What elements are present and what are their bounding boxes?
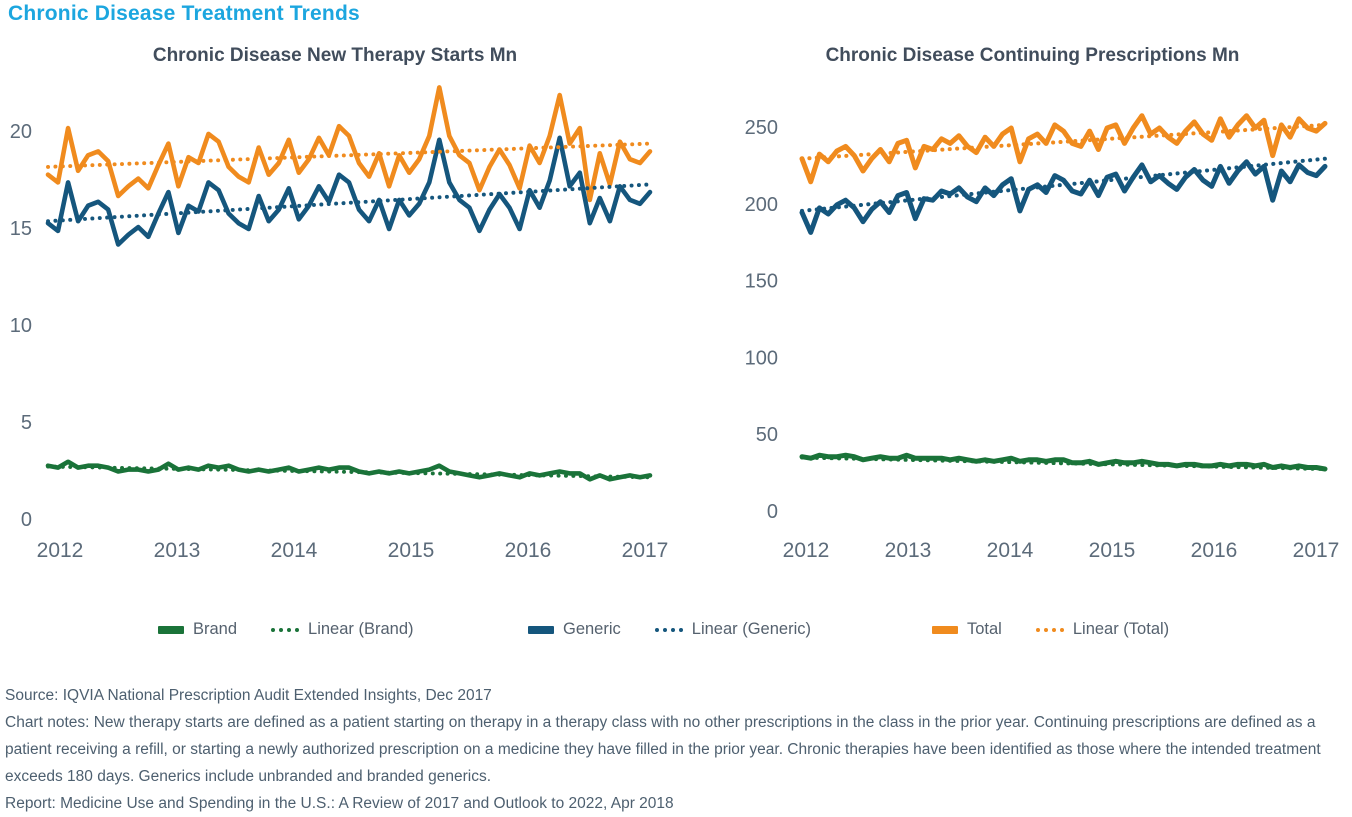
series-line-brand [45, 459, 653, 482]
legend-dotted-swatch [654, 627, 683, 632]
legend-label: Generic [563, 620, 621, 638]
x-axis-tick-label: 2012 [37, 539, 84, 562]
y-axis-tick-label: 5 [21, 412, 32, 434]
x-axis-tick-label: 2016 [505, 539, 552, 562]
report-note: Report: Medicine Use and Spending in the… [5, 795, 674, 812]
legend-dotted-swatch [1035, 627, 1064, 632]
series-line-brand [799, 452, 1328, 472]
legend-item-generic: Generic [528, 620, 621, 639]
y-axis-tick-label: 250 [745, 117, 778, 139]
legend-solid-swatch [932, 625, 958, 634]
y-axis-tick-label: 0 [21, 509, 32, 531]
chart-notes: Chart notes: New therapy starts are defi… [5, 714, 1321, 785]
x-axis-tick-label: 2015 [1089, 539, 1136, 562]
y-axis-tick-label: 150 [745, 271, 778, 293]
legend-group-total: Total Linear (Total) [932, 620, 1169, 639]
x-axis-tick-label: 2014 [271, 539, 318, 562]
series-line-linear-brand [800, 455, 1327, 471]
x-axis-tick-label: 2017 [1293, 539, 1340, 562]
y-axis-tick-label: 15 [10, 218, 32, 240]
legend-label: Linear (Generic) [691, 620, 811, 638]
x-axis-tick-label: 2015 [388, 539, 435, 562]
series-line-linear-total [46, 141, 652, 169]
x-axis-tick-label: 2014 [987, 539, 1034, 562]
legend-group-brand: Brand Linear (Brand) [158, 620, 414, 639]
y-axis-tick-label: 10 [10, 315, 32, 337]
legend-label: Linear (Total) [1072, 620, 1170, 638]
x-axis-tick-label: 2013 [154, 539, 201, 562]
legend-label: Brand [193, 620, 238, 638]
y-axis-tick-label: 200 [745, 194, 778, 216]
series-line-generic [799, 159, 1328, 235]
x-axis-tick-label: 2013 [885, 539, 932, 562]
legend-item-brand: Brand [158, 620, 237, 639]
legend-item-linear-brand: Linear (Brand) [271, 620, 414, 639]
left-chart-title: Chronic Disease New Therapy Starts Mn [152, 45, 518, 66]
y-axis-tick-label: 0 [767, 501, 778, 523]
legend-solid-swatch [158, 625, 184, 634]
x-axis-tick-label: 2012 [783, 539, 830, 562]
series-line-linear-generic [46, 182, 652, 224]
legend-item-linear-total: Linear (Total) [1035, 620, 1170, 639]
y-axis-tick-label: 100 [745, 347, 778, 369]
legend-item-linear-generic: Linear (Generic) [654, 620, 811, 639]
legend-solid-swatch [528, 625, 554, 634]
x-axis-tick-label: 2016 [1191, 539, 1238, 562]
y-axis-tick-label: 20 [10, 121, 32, 143]
series-line-generic [45, 135, 653, 247]
legend-item-total: Total [932, 620, 1002, 639]
legend-label: Linear (Brand) [308, 620, 414, 638]
legend-label: Total [967, 620, 1002, 638]
left-line-chart: 0 5 10 15 20 2012 2013 2014 2015 2016 2017 [10, 85, 669, 562]
x-axis-tick-label: 2017 [622, 539, 669, 562]
legend-dotted-swatch [271, 627, 300, 632]
series-line-linear-total [800, 122, 1327, 161]
legend-group-generic: Generic Linear (Generic) [528, 620, 811, 639]
right-chart-title: Chronic Disease Continuing Prescriptions… [825, 45, 1240, 66]
series-line-linear-generic [800, 156, 1327, 213]
page-title: Chronic Disease Treatment Trends [8, 2, 360, 25]
series-line-total [799, 113, 1328, 185]
series-line-total [45, 85, 653, 203]
right-line-chart: 0 50 100 150 200 250 2012 2013 2014 2015 2016 2017 [745, 113, 1340, 562]
series-line-linear-brand [46, 464, 652, 480]
y-axis-tick-label: 50 [756, 424, 778, 446]
source-note: Source: IQVIA National Prescription Audi… [5, 687, 492, 704]
